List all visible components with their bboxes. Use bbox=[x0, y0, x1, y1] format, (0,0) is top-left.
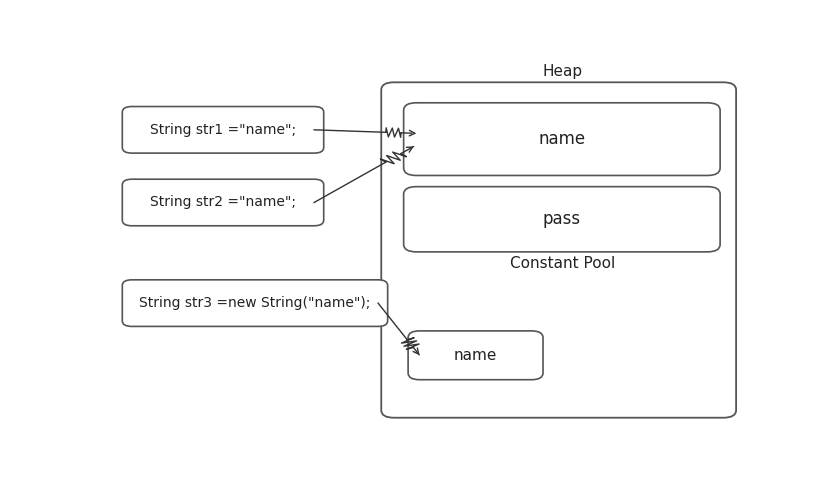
Text: String str3 =new String("name");: String str3 =new String("name"); bbox=[139, 296, 370, 310]
Text: pass: pass bbox=[543, 210, 581, 228]
FancyBboxPatch shape bbox=[403, 103, 720, 176]
Text: String str2 ="name";: String str2 ="name"; bbox=[150, 196, 296, 210]
Text: Constant Pool: Constant Pool bbox=[510, 257, 615, 272]
Text: String str1 ="name";: String str1 ="name"; bbox=[150, 123, 296, 137]
Text: Heap: Heap bbox=[542, 63, 582, 78]
FancyBboxPatch shape bbox=[122, 106, 323, 153]
FancyBboxPatch shape bbox=[122, 179, 323, 226]
FancyBboxPatch shape bbox=[381, 82, 736, 418]
Text: name: name bbox=[454, 348, 497, 363]
FancyBboxPatch shape bbox=[403, 187, 720, 252]
Text: name: name bbox=[539, 130, 586, 148]
FancyBboxPatch shape bbox=[408, 331, 543, 380]
FancyBboxPatch shape bbox=[122, 280, 388, 326]
